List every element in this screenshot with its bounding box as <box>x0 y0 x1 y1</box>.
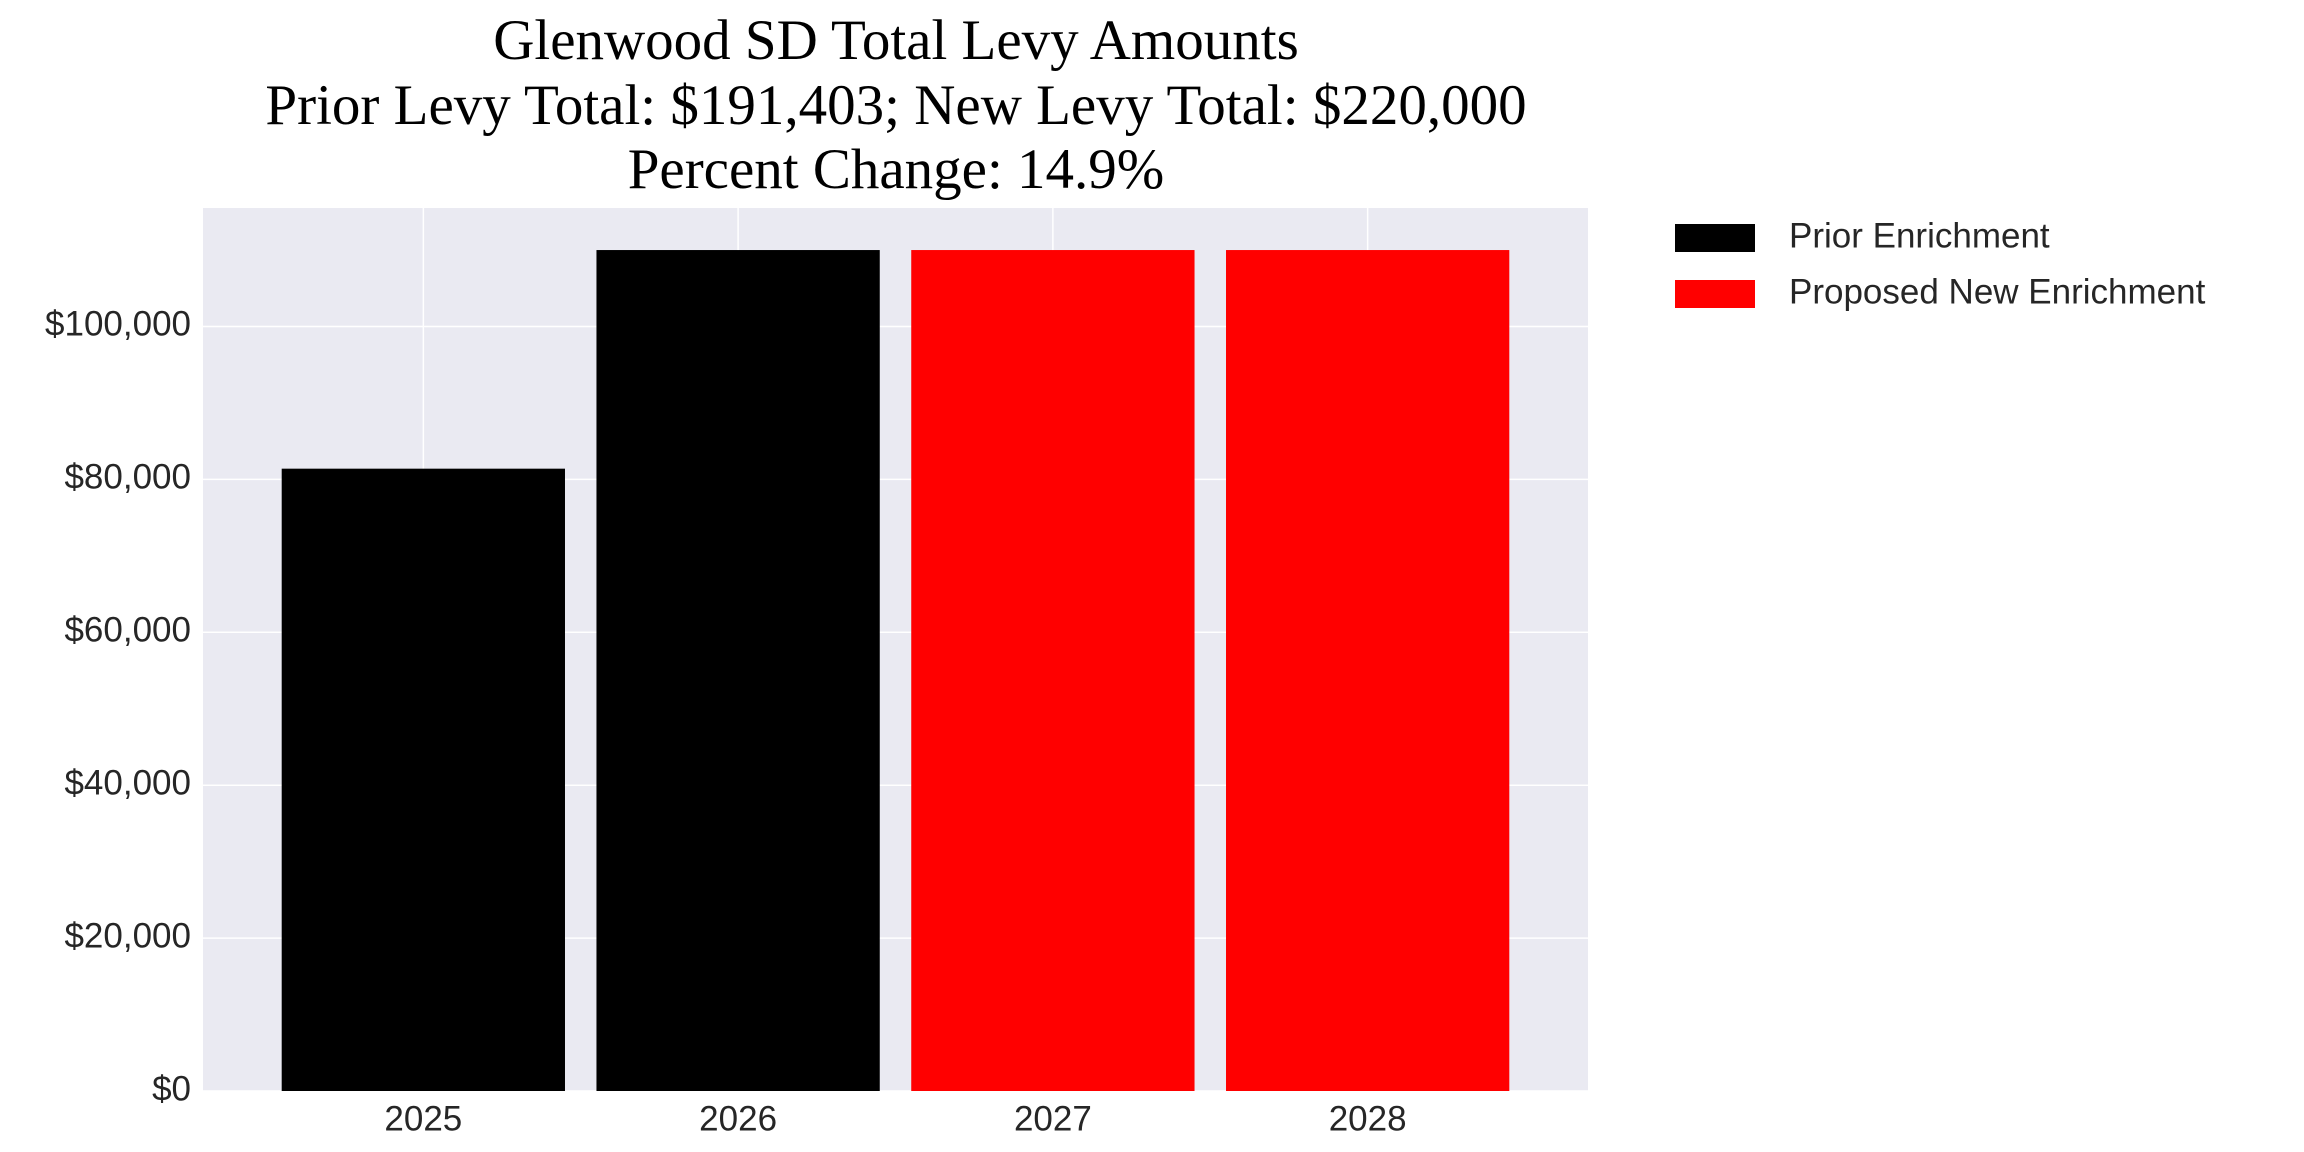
y-tick-label: $20,000 <box>64 916 191 955</box>
x-tick-label: 2026 <box>699 1099 777 1138</box>
x-tick-label: 2028 <box>1329 1099 1407 1138</box>
x-tick-label: 2025 <box>384 1099 462 1138</box>
legend-label: Proposed New Enrichment <box>1789 272 2206 311</box>
y-tick-label: $0 <box>152 1069 191 1108</box>
bar <box>1226 250 1510 1092</box>
chart-subtitle: Prior Levy Total: $191,403; New Levy Tot… <box>265 74 1526 137</box>
legend-swatch <box>1675 280 1755 308</box>
bar <box>911 250 1195 1092</box>
y-tick-label: $100,000 <box>45 305 191 344</box>
bar <box>281 468 565 1091</box>
chart-title: Glenwood SD Total Levy Amounts <box>493 9 1299 72</box>
bar <box>596 250 880 1092</box>
y-tick-label: $40,000 <box>64 763 191 802</box>
y-tick-label: $80,000 <box>64 458 191 497</box>
y-tick-label: $60,000 <box>64 611 191 650</box>
legend-label: Prior Enrichment <box>1789 216 2050 255</box>
x-tick-label: 2027 <box>1014 1099 1092 1138</box>
chart-subtitle: Percent Change: 14.9% <box>628 138 1165 201</box>
legend-swatch <box>1675 224 1755 252</box>
